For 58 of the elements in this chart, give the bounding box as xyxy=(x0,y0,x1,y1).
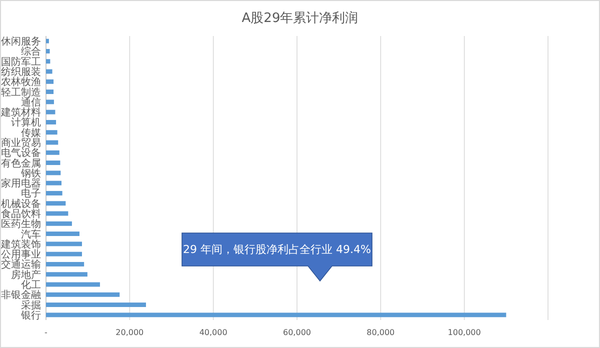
y-tick-label: 电子 xyxy=(21,188,41,200)
bar xyxy=(46,180,62,186)
bar xyxy=(46,190,62,196)
bar xyxy=(46,100,54,104)
y-tick-label: 食品饮料 xyxy=(1,208,41,220)
x-tick-label: 100,000 xyxy=(448,328,481,337)
bar xyxy=(46,59,50,64)
y-tick-label: 房地产 xyxy=(11,268,41,281)
bar xyxy=(46,110,56,114)
bar xyxy=(46,120,56,124)
bar xyxy=(46,38,49,44)
bar xyxy=(46,160,60,166)
y-tick-label: 轻工制造 xyxy=(1,86,41,98)
y-tick-label: 钢铁 xyxy=(20,167,41,180)
x-tick-label: 60,000 xyxy=(283,328,311,337)
bar xyxy=(46,302,146,308)
y-tick-label: 综合 xyxy=(21,46,41,58)
x-tick-label: 40,000 xyxy=(199,328,228,337)
bar xyxy=(46,48,50,54)
bar xyxy=(46,79,54,84)
y-tick-label: 电气设备 xyxy=(1,147,41,160)
y-tick-label: 国防军工 xyxy=(1,56,41,68)
y-tick-label: 采掘 xyxy=(21,299,41,312)
bar xyxy=(46,262,84,266)
bar xyxy=(46,282,100,287)
y-tick-label: 交通运输 xyxy=(1,258,41,271)
y-tick-label: 化工 xyxy=(21,279,41,291)
y-tick-label: 农林牧渔 xyxy=(1,76,41,88)
bar xyxy=(46,252,82,256)
y-tick-label: 医药生物 xyxy=(1,218,41,230)
bar xyxy=(46,150,60,155)
x-tick-label: 20,000 xyxy=(116,328,144,337)
bar xyxy=(46,170,61,176)
bar xyxy=(46,130,58,135)
annotation: 29 年间，银行股净利占全行业 49.4% xyxy=(183,243,371,256)
bar xyxy=(46,232,80,236)
bar xyxy=(46,312,506,318)
y-tick-label: 有色金属 xyxy=(1,157,41,170)
bar xyxy=(46,90,54,94)
bar xyxy=(46,201,66,206)
chart-title: A股29年累计净利润 xyxy=(242,11,358,26)
x-tick-label: 80,000 xyxy=(366,328,395,337)
bar xyxy=(46,221,72,226)
y-tick-label: 汽车 xyxy=(21,228,41,240)
bar xyxy=(46,272,88,277)
y-tick-label: 非银金融 xyxy=(1,289,41,302)
y-tick-label: 传媒 xyxy=(21,128,41,139)
y-tick-label: 通信 xyxy=(21,96,41,108)
y-tick-label: 纺织服装 xyxy=(1,66,41,78)
bar xyxy=(46,292,120,297)
y-tick-label: 计算机 xyxy=(11,116,41,129)
y-tick-label: 建筑装饰 xyxy=(0,238,41,250)
x-tick-label: - xyxy=(44,328,48,337)
y-tick-label: 商业贸易 xyxy=(1,137,41,149)
bar xyxy=(46,69,52,74)
bar xyxy=(46,242,82,246)
y-tick-label: 机械设备 xyxy=(1,198,41,210)
y-tick-label: 银行 xyxy=(20,310,41,322)
